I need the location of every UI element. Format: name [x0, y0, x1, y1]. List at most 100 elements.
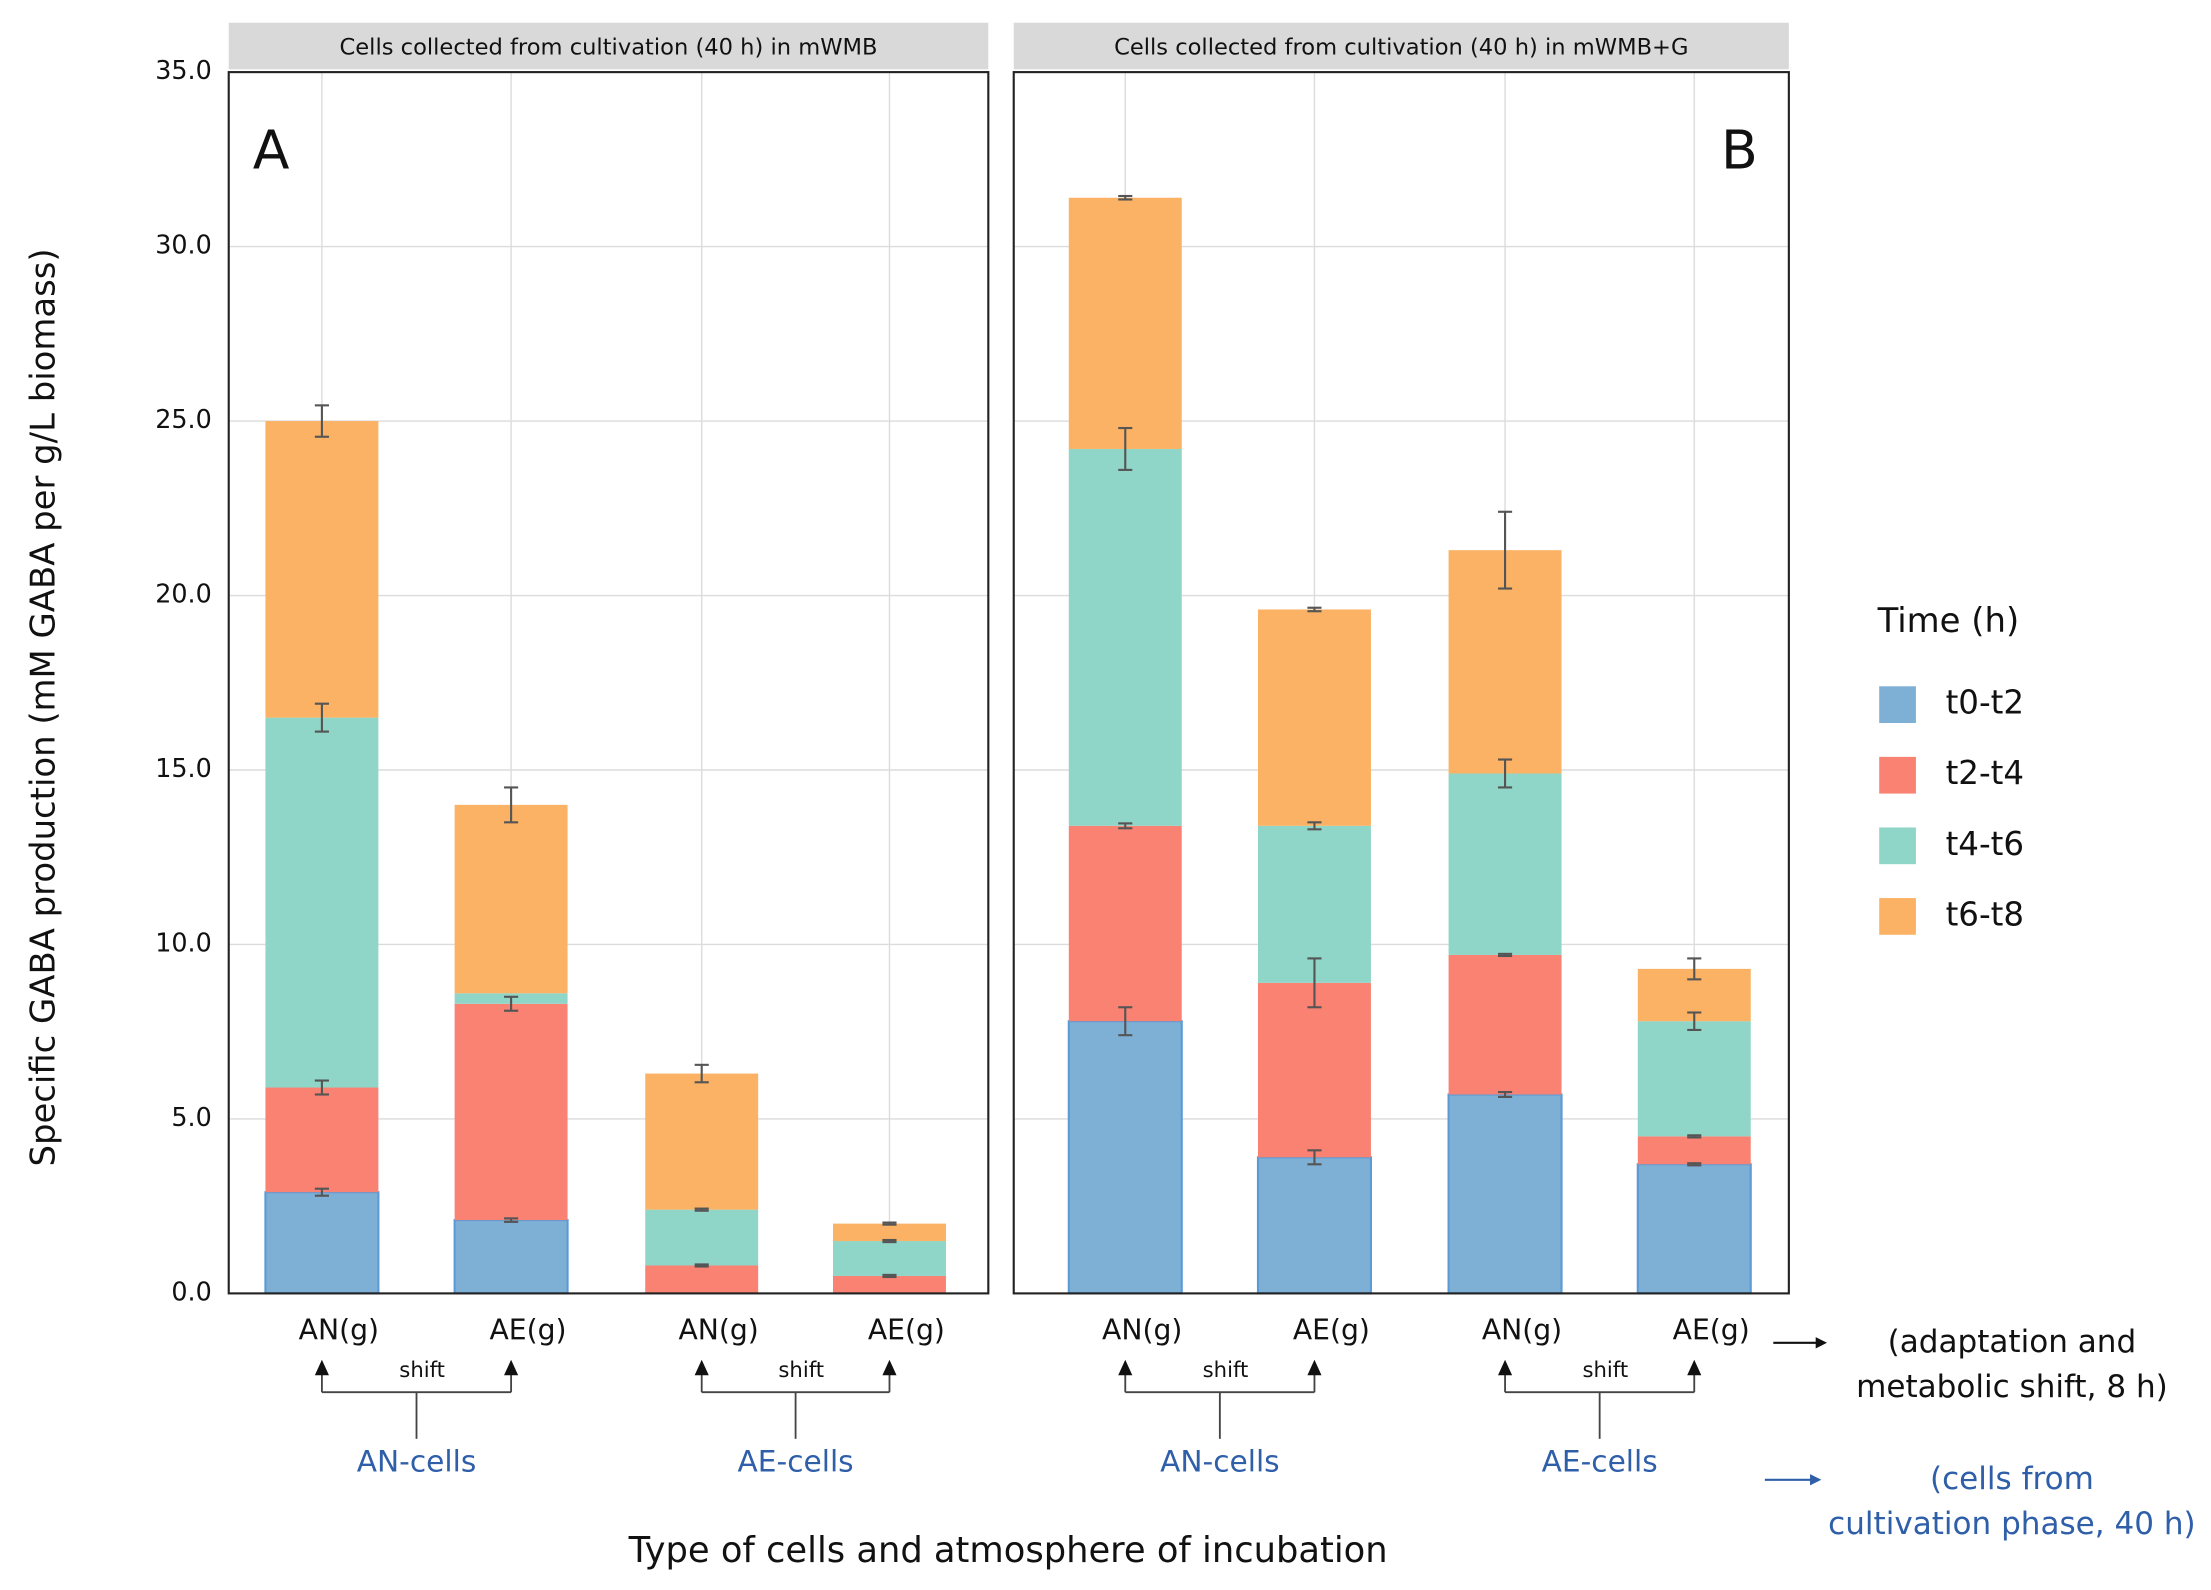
- error-bar: [1118, 194, 1133, 201]
- bar-segment: [1637, 1021, 1751, 1137]
- arrow-head: [504, 1359, 519, 1376]
- arrow-head: [1307, 1359, 1322, 1376]
- error-bar: [1687, 1162, 1702, 1167]
- error-bar: [1307, 1149, 1322, 1166]
- x-tick-label: AE(g): [1673, 1314, 1750, 1347]
- legend-label: t0-t2: [1946, 684, 2025, 722]
- error-bar: [504, 995, 519, 1012]
- note: (cells from: [1930, 1461, 2094, 1497]
- group-label: AN-cells: [357, 1443, 477, 1478]
- bar-segment: [645, 1073, 759, 1210]
- bar-segment: [1067, 1020, 1183, 1295]
- x-tick-label: AN(g): [678, 1314, 758, 1347]
- x-tick-label: AN(g): [299, 1314, 379, 1347]
- error-bar: [1687, 957, 1702, 981]
- bar-segment: [645, 1209, 759, 1266]
- bar-segment: [265, 421, 379, 718]
- y-tick-label: 35.0: [155, 55, 212, 85]
- error-bar: [1307, 821, 1322, 831]
- bar-segment: [645, 1265, 759, 1294]
- bar-segment: [1257, 825, 1371, 983]
- plot-frame: [227, 71, 990, 1295]
- bar-segment: [1448, 954, 1562, 1095]
- legend-swatch: [1879, 827, 1916, 865]
- bar-segment: [833, 1241, 946, 1276]
- legend-label: t6-t8: [1946, 895, 2025, 933]
- note: metabolic shift, 8 h): [1856, 1369, 2168, 1405]
- arrow-head: [1498, 1359, 1513, 1376]
- error-bar: [1307, 957, 1322, 1009]
- bar-segment: [1637, 1136, 1751, 1165]
- error-bar: [694, 1207, 709, 1212]
- bar-segment: [265, 1087, 379, 1193]
- error-bar: [694, 1263, 709, 1268]
- x-tick-label: AE(g): [1293, 1314, 1370, 1347]
- strip: [228, 22, 989, 70]
- error-bar: [1498, 510, 1513, 590]
- shift-label: shift: [1203, 1357, 1249, 1382]
- arrow-head: [1810, 1474, 1822, 1486]
- x-tick-label: AN(g): [1482, 1314, 1562, 1347]
- error-bar: [694, 1063, 709, 1084]
- x-tick-label: AE(g): [490, 1314, 567, 1347]
- panel-title: Cells collected from cultivation (40 h) …: [1114, 35, 1688, 61]
- y-axis-label: Specific GABA production (mM GABA per g/…: [24, 248, 63, 1166]
- error-bar: [1118, 822, 1133, 830]
- bar-segment: [1636, 1163, 1752, 1295]
- bar-segment: [1068, 825, 1182, 1022]
- arrow-head: [1687, 1359, 1702, 1376]
- bar-segment: [454, 804, 568, 994]
- error-bar: [1118, 1006, 1133, 1037]
- bar-segment: [453, 1219, 569, 1295]
- legend-swatch: [1879, 756, 1916, 794]
- legend-swatch: [1879, 898, 1916, 935]
- group-label: AE-cells: [738, 1443, 854, 1478]
- shift-label: shift: [1582, 1357, 1628, 1382]
- legend-label: t4-t6: [1946, 825, 2025, 863]
- error-bar: [882, 1238, 897, 1244]
- bar-segment: [454, 1003, 568, 1221]
- note: cultivation phase, 40 h): [1828, 1506, 2196, 1542]
- panel-title: Cells collected from cultivation (40 h) …: [340, 35, 878, 61]
- bar-segment: [1068, 448, 1182, 826]
- error-bar: [1307, 606, 1322, 613]
- y-tick-label: 30.0: [155, 230, 212, 260]
- y-tick-label: 5.0: [171, 1102, 211, 1132]
- group-label: AN-cells: [1160, 1443, 1280, 1478]
- y-tick-label: 20.0: [155, 579, 212, 609]
- bar-segment: [833, 1275, 946, 1294]
- note: (adaptation and: [1888, 1324, 2137, 1360]
- arrow-head: [882, 1359, 897, 1376]
- error-bar: [504, 1217, 519, 1223]
- error-bar: [314, 404, 329, 438]
- arrow-head: [1815, 1337, 1827, 1349]
- legend-label: t2-t4: [1946, 754, 2025, 792]
- x-axis-label: Type of cells and atmosphere of incubati…: [628, 1530, 1388, 1571]
- bar-segment: [265, 717, 379, 1088]
- panel-letter: B: [1721, 119, 1758, 182]
- error-bar: [1498, 952, 1513, 958]
- bar-segment: [1256, 1156, 1372, 1295]
- legend-title: Time (h): [1877, 601, 2020, 640]
- panel-letter: A: [253, 119, 290, 182]
- legend-swatch: [1879, 686, 1916, 723]
- error-bar: [314, 702, 329, 733]
- y-tick-label: 10.0: [155, 927, 212, 957]
- error-bar: [882, 1221, 897, 1226]
- error-bar: [504, 786, 519, 824]
- bar-segment: [833, 1223, 946, 1242]
- plot-frame: [1012, 71, 1790, 1295]
- bar-segment: [1068, 197, 1182, 449]
- y-tick-label: 0.0: [171, 1276, 211, 1306]
- bar-segment: [1257, 982, 1371, 1158]
- error-bar: [314, 1187, 329, 1197]
- error-bar: [1687, 1134, 1702, 1139]
- arrow-head: [694, 1359, 709, 1376]
- error-bar: [1498, 758, 1513, 789]
- bar-segment: [1447, 1093, 1563, 1295]
- error-bar: [1687, 1011, 1702, 1032]
- error-bar: [1118, 426, 1133, 471]
- arrow-head: [314, 1359, 329, 1376]
- y-tick-label: 15.0: [155, 753, 212, 783]
